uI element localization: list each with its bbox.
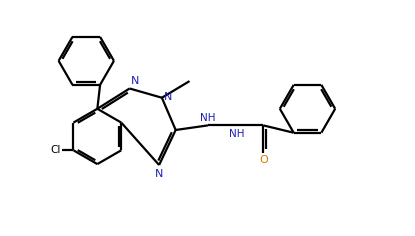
Text: NH: NH bbox=[229, 129, 244, 139]
Text: N: N bbox=[164, 92, 172, 102]
Text: N: N bbox=[155, 169, 163, 179]
Text: O: O bbox=[259, 155, 268, 165]
Text: N: N bbox=[131, 76, 139, 86]
Text: Cl: Cl bbox=[50, 145, 61, 155]
Text: NH: NH bbox=[200, 113, 216, 123]
